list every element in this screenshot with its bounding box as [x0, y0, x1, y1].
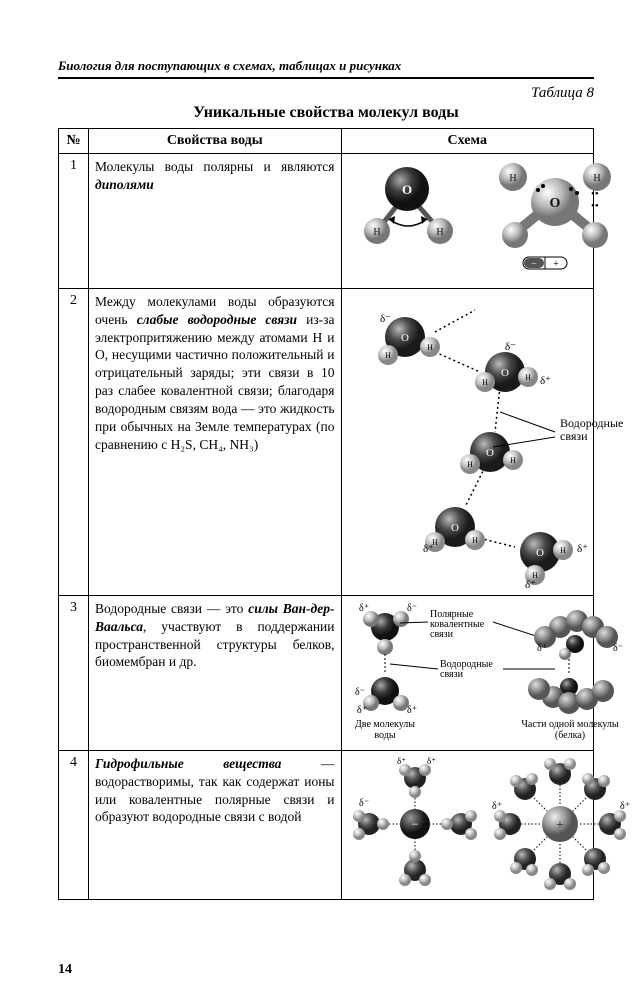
svg-text:H: H — [482, 378, 488, 387]
svg-text:δ⁻: δ⁻ — [407, 603, 417, 614]
svg-text:O: O — [536, 547, 544, 559]
scheme-hbonds: O H H δ⁻ O H H δ⁺ δ⁻ O H — [341, 289, 594, 596]
svg-text:H: H — [373, 227, 380, 238]
row-num: 2 — [59, 289, 89, 596]
table-row: 3 Водородные связи — это силы Ван-дер-Ва… — [59, 596, 594, 751]
svg-text:H: H — [467, 460, 473, 469]
col-header-num: № — [59, 129, 89, 154]
table-label: Таблица 8 — [58, 85, 594, 102]
scheme-hydrophilic: − δ⁺ δ⁺ — [341, 751, 594, 900]
book-title: Биология для поступающих в схемах, табли… — [58, 58, 594, 79]
svg-text:δ⁺: δ⁺ — [407, 705, 417, 716]
svg-text:δ⁺: δ⁺ — [423, 543, 434, 555]
col-header-prop: Свойства воды — [89, 129, 342, 154]
svg-text:Водородныесвязи: Водородныесвязи — [440, 659, 493, 680]
svg-text:Две молекулыводы: Две молекулыводы — [354, 719, 414, 741]
table-row: 2 Между молекулами воды образуются очень… — [59, 289, 594, 596]
scheme-vanderwaals: δ⁺ δ⁻ δ⁻ δ⁺ δ⁺ Две молекулыводы П — [341, 596, 594, 751]
svg-text:δ⁺: δ⁺ — [492, 801, 502, 812]
svg-text:H: H — [436, 227, 443, 238]
svg-text:Части одной молекулы(белка): Части одной молекулы(белка) — [521, 719, 618, 741]
svg-text:H: H — [472, 536, 478, 545]
svg-text:H: H — [385, 351, 391, 360]
col-header-scheme: Схема — [341, 129, 594, 154]
svg-text:δ⁺: δ⁺ — [427, 756, 436, 766]
svg-text:H: H — [525, 373, 531, 382]
svg-text:δ⁺: δ⁺ — [397, 756, 406, 766]
svg-text:δ⁻: δ⁻ — [355, 687, 365, 698]
svg-text:••: •• — [591, 188, 599, 200]
svg-text:O: O — [501, 367, 509, 379]
svg-text:δ⁺: δ⁺ — [540, 375, 551, 387]
water-properties-table: № Свойства воды Схема 1 Молекулы воды по… — [58, 128, 594, 900]
svg-text:O: O — [486, 447, 494, 459]
row-num: 3 — [59, 596, 89, 751]
scheme-dipole: O H H O — [341, 154, 594, 289]
svg-text:Водородныесвязи: Водородныесвязи — [560, 416, 623, 443]
svg-text:O: O — [401, 182, 411, 197]
svg-text:δ⁺: δ⁺ — [357, 705, 367, 716]
svg-text:δ⁺: δ⁺ — [577, 543, 588, 555]
svg-text:O: O — [401, 332, 409, 344]
svg-text:δ⁻: δ⁻ — [613, 643, 623, 654]
table-title: Уникальные свойства молекул воды — [58, 104, 594, 122]
svg-text:H: H — [510, 456, 516, 465]
svg-text:+: + — [553, 259, 559, 270]
page-number: 14 — [58, 962, 72, 978]
svg-text:δ⁻: δ⁻ — [359, 798, 369, 809]
svg-text:δ⁺: δ⁺ — [620, 801, 630, 812]
svg-text:O: O — [549, 196, 560, 211]
row-text: Гидрофильные вещества — водорастворимы, … — [89, 751, 342, 900]
table-row: 1 Молекулы воды полярны и являются дипол… — [59, 154, 594, 289]
svg-text:H: H — [560, 546, 566, 555]
svg-text:Полярныековалентныесвязи: Полярныековалентныесвязи — [430, 609, 485, 640]
svg-text:δ⁻: δ⁻ — [505, 341, 516, 353]
row-text: Молекулы воды полярны и являются диполям… — [89, 154, 342, 289]
svg-text:••: •• — [591, 200, 599, 212]
row-num: 1 — [59, 154, 89, 289]
svg-text:−: − — [531, 259, 537, 270]
row-text: Между молекулами воды образуются очень с… — [89, 289, 342, 596]
svg-text:+: + — [556, 818, 564, 833]
svg-text:δ⁺: δ⁺ — [537, 643, 547, 654]
table-row: 4 Гидрофильные вещества — водорастворимы… — [59, 751, 594, 900]
svg-text:δ⁺: δ⁺ — [525, 579, 536, 591]
svg-text:δ⁻: δ⁻ — [380, 313, 391, 325]
svg-text:−: − — [411, 817, 418, 831]
svg-text:H: H — [509, 173, 516, 184]
svg-text:δ⁺: δ⁺ — [359, 603, 369, 614]
svg-text:H: H — [593, 173, 600, 184]
svg-text:O: O — [451, 522, 459, 534]
row-num: 4 — [59, 751, 89, 900]
svg-text:H: H — [427, 343, 433, 352]
row-text: Водородные связи — это силы Ван-дер-Ваал… — [89, 596, 342, 751]
